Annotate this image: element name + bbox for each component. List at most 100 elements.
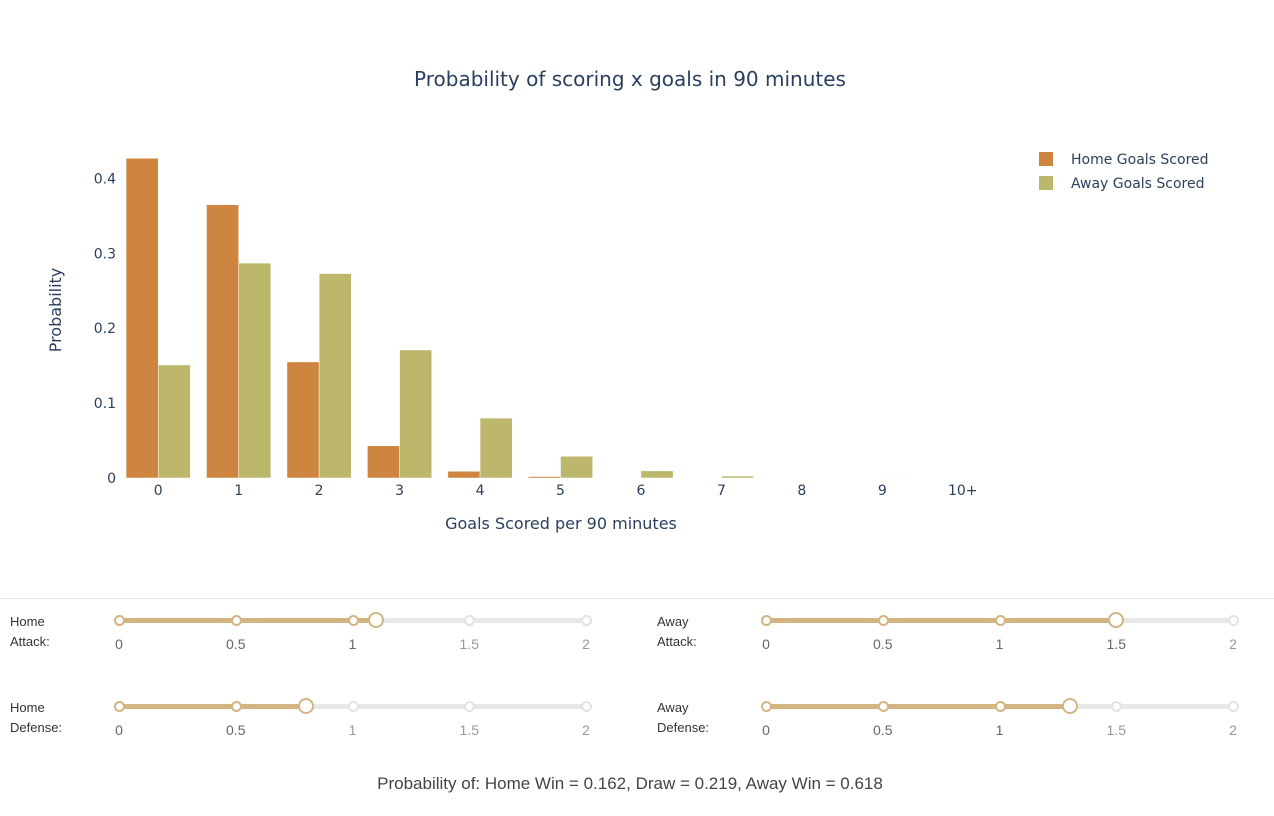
slider-fill bbox=[766, 618, 1117, 623]
x-tick-label: 8 bbox=[797, 483, 806, 499]
slider-handle[interactable] bbox=[297, 698, 314, 714]
slider-mark-label[interactable]: 0 bbox=[762, 636, 770, 652]
slider-mark-label[interactable]: 1.5 bbox=[1106, 722, 1126, 738]
slider-mark-label[interactable]: 1.5 bbox=[1106, 636, 1126, 652]
slider-mark-label[interactable]: 0 bbox=[115, 722, 123, 738]
home-attack-label-line2: Attack: bbox=[10, 634, 50, 649]
x-tick-label: 3 bbox=[395, 483, 404, 499]
x-tick-label: 2 bbox=[315, 483, 324, 499]
bar-home-3 bbox=[367, 445, 400, 479]
slider-mark-label[interactable]: 1.5 bbox=[459, 722, 479, 738]
slider-mark-label[interactable]: 2 bbox=[1229, 636, 1237, 652]
home-attack-label-line1: Home bbox=[10, 614, 45, 629]
divider bbox=[0, 598, 1274, 599]
slider-step-dot[interactable] bbox=[230, 701, 242, 712]
slider-fill bbox=[766, 704, 1070, 709]
bar-away-7 bbox=[721, 475, 754, 479]
slider-step-dot[interactable] bbox=[581, 701, 592, 712]
bar-home-1 bbox=[206, 204, 239, 479]
bar-away-6 bbox=[640, 470, 674, 479]
slider-fill bbox=[119, 704, 306, 709]
y-tick-label: 0.4 bbox=[94, 171, 116, 187]
chart-title: Probability of scoring x goals in 90 min… bbox=[414, 67, 846, 91]
away-attack-slider[interactable]: 0 0.5 1 1.5 2 bbox=[761, 600, 1239, 652]
slider-mark-label[interactable]: 0.5 bbox=[226, 722, 246, 738]
home-defense-slider[interactable]: 0 0.5 1 1.5 2 bbox=[114, 686, 592, 738]
home-attack-slider[interactable]: 0 0.5 1 1.5 2 bbox=[114, 600, 592, 652]
slider-step-dot[interactable] bbox=[761, 615, 772, 626]
bar-away-2 bbox=[318, 273, 352, 479]
home-defense-label-line1: Home bbox=[10, 700, 45, 715]
x-axis-title: Goals Scored per 90 minutes bbox=[445, 514, 677, 533]
slider-mark-label[interactable]: 0 bbox=[115, 636, 123, 652]
away-attack-label-line2: Attack: bbox=[657, 634, 697, 649]
bar-home-4 bbox=[447, 471, 481, 479]
legend-label[interactable]: Away Goals Scored bbox=[1071, 176, 1205, 192]
bar-away-5 bbox=[560, 456, 593, 479]
x-tick-label: 1 bbox=[234, 483, 243, 499]
slider-step-dot[interactable] bbox=[581, 615, 592, 626]
y-tick-label: 0.3 bbox=[94, 246, 116, 262]
bar-away-1 bbox=[238, 262, 272, 479]
slider-mark-label[interactable]: 2 bbox=[582, 636, 590, 652]
slider-mark-label[interactable]: 0.5 bbox=[226, 636, 246, 652]
x-tick-label: 4 bbox=[476, 483, 485, 499]
slider-handle[interactable] bbox=[1108, 612, 1125, 628]
slider-step-dot[interactable] bbox=[877, 701, 889, 712]
slider-step-dot[interactable] bbox=[230, 615, 242, 626]
slider-step-dot[interactable] bbox=[464, 701, 476, 712]
slider-step-dot[interactable] bbox=[994, 615, 1006, 626]
slider-step-dot[interactable] bbox=[464, 615, 476, 626]
legend-swatch[interactable] bbox=[1039, 176, 1053, 190]
slider-mark-label[interactable]: 1 bbox=[995, 636, 1004, 652]
home-defense-label: Home Defense: bbox=[10, 698, 62, 738]
x-tick-label: 10+ bbox=[948, 483, 978, 499]
slider-handle[interactable] bbox=[1061, 698, 1078, 714]
slider-step-dot[interactable] bbox=[994, 701, 1006, 712]
slider-step-dot[interactable] bbox=[114, 701, 125, 712]
bar-away-0 bbox=[157, 364, 191, 479]
slider-mark-label[interactable]: 1.5 bbox=[459, 636, 479, 652]
result-text: Probability of: Home Win = 0.162, Draw =… bbox=[377, 774, 883, 793]
y-axis-title: Probability bbox=[46, 268, 65, 353]
slider-step-dot[interactable] bbox=[761, 701, 772, 712]
legend-swatch[interactable] bbox=[1039, 152, 1053, 166]
slider-fill bbox=[119, 618, 376, 623]
slider-mark-label[interactable]: 1 bbox=[995, 722, 1004, 738]
bar-home-2 bbox=[286, 361, 320, 479]
slider-step-dot[interactable] bbox=[1228, 701, 1239, 712]
away-defense-slider[interactable]: 0 0.5 1 1.5 2 bbox=[761, 686, 1239, 738]
away-defense-label-line2: Defense: bbox=[657, 720, 710, 735]
slider-mark-label[interactable]: 1 bbox=[348, 636, 357, 652]
goals-probability-chart: Probability of scoring x goals in 90 min… bbox=[46, 67, 1209, 533]
home-attack-label: Home Attack: bbox=[10, 612, 50, 652]
home-defense-label-line2: Defense: bbox=[10, 720, 63, 735]
bar-away-3 bbox=[399, 349, 433, 479]
slider-step-dot[interactable] bbox=[877, 615, 889, 626]
slider-step-dot[interactable] bbox=[347, 615, 359, 626]
bar-home-0 bbox=[125, 157, 159, 479]
slider-mark-label[interactable]: 0.5 bbox=[873, 636, 893, 652]
y-tick-label: 0.1 bbox=[94, 396, 116, 412]
away-attack-label-line1: Away bbox=[657, 614, 689, 629]
slider-mark-label[interactable]: 2 bbox=[582, 722, 590, 738]
slider-mark-label[interactable]: 0.5 bbox=[873, 722, 893, 738]
y-tick-label: 0 bbox=[107, 471, 116, 487]
x-tick-label: 0 bbox=[154, 483, 163, 499]
y-tick-label: 0.2 bbox=[94, 321, 116, 337]
slider-mark-label[interactable]: 2 bbox=[1229, 722, 1237, 738]
slider-step-dot[interactable] bbox=[1228, 615, 1239, 626]
slider-step-dot[interactable] bbox=[1111, 701, 1123, 712]
slider-step-dot[interactable] bbox=[347, 701, 359, 712]
away-attack-label: Away Attack: bbox=[657, 612, 697, 652]
plot-area: 0 0.1 0.2 0.3 0.4 0 1 2 3 4 5 6 7 8 9 10+ bbox=[94, 157, 996, 499]
away-defense-label: Away Defense: bbox=[657, 698, 709, 738]
slider-mark-label[interactable]: 0 bbox=[762, 722, 770, 738]
slider-mark-label[interactable]: 1 bbox=[348, 722, 357, 738]
bar-home-5 bbox=[528, 476, 561, 479]
slider-step-dot[interactable] bbox=[114, 615, 125, 626]
slider-handle[interactable] bbox=[367, 612, 384, 628]
x-tick-label: 9 bbox=[878, 483, 887, 499]
x-tick-label: 5 bbox=[556, 483, 565, 499]
legend-label[interactable]: Home Goals Scored bbox=[1071, 152, 1209, 168]
